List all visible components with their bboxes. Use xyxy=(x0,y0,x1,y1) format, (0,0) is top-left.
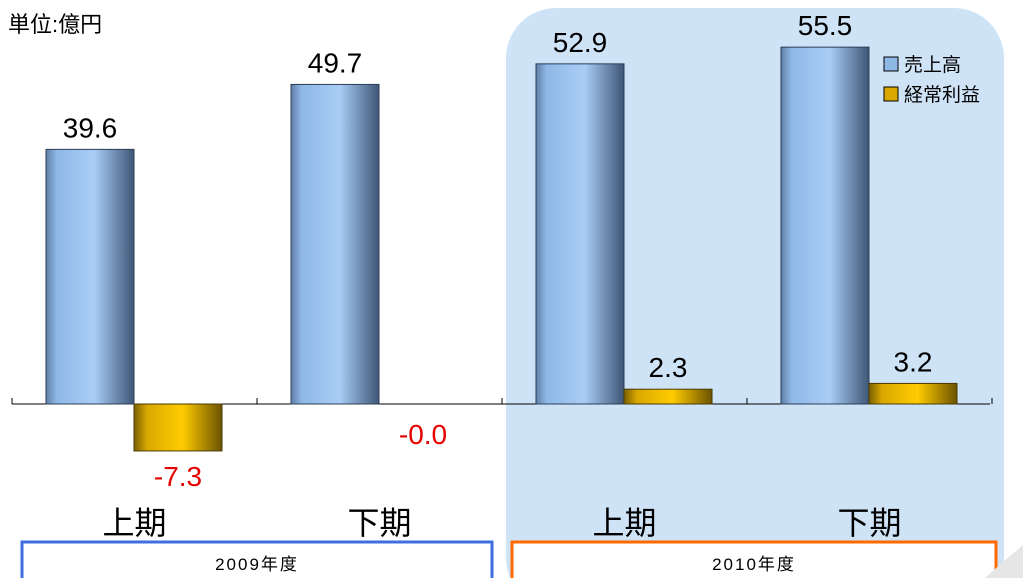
legend-label: 経常利益 xyxy=(904,84,980,106)
category-label: 下期 xyxy=(837,505,901,541)
bar-ordinary-profit xyxy=(868,382,958,405)
group-box-fy2010 xyxy=(510,540,998,583)
value-label-profit: 2.3 xyxy=(649,352,688,383)
bar-sales xyxy=(535,63,625,405)
value-label-sales: 52.9 xyxy=(553,27,608,58)
category-label: 下期 xyxy=(347,505,411,541)
value-label-sales: 39.6 xyxy=(63,112,118,143)
bar-sales xyxy=(780,46,870,405)
bar-sales xyxy=(45,148,135,405)
value-label-sales: 55.5 xyxy=(798,10,853,41)
bar-sales xyxy=(290,83,380,405)
category-label: 上期 xyxy=(102,505,166,541)
page-curl-decoration xyxy=(985,545,1023,578)
legend-label: 売上高 xyxy=(904,54,961,76)
value-label-profit: 3.2 xyxy=(894,346,933,377)
legend-swatch-profit xyxy=(883,86,899,102)
value-label-profit: -7.3 xyxy=(154,461,202,492)
bar-ordinary-profit xyxy=(623,388,713,405)
group-label: 2009年度 xyxy=(215,555,299,574)
unit-label: 単位:億円 xyxy=(8,12,102,37)
fy2010-highlight-panel xyxy=(506,8,1004,583)
legend-swatch-sales xyxy=(883,56,899,72)
group-box-fy2009 xyxy=(20,540,494,583)
bar-ordinary-profit xyxy=(133,403,223,452)
value-label-profit: -0.0 xyxy=(399,419,447,450)
group-label: 2010年度 xyxy=(712,555,796,574)
category-label: 上期 xyxy=(592,505,656,541)
value-label-sales: 49.7 xyxy=(308,47,363,78)
